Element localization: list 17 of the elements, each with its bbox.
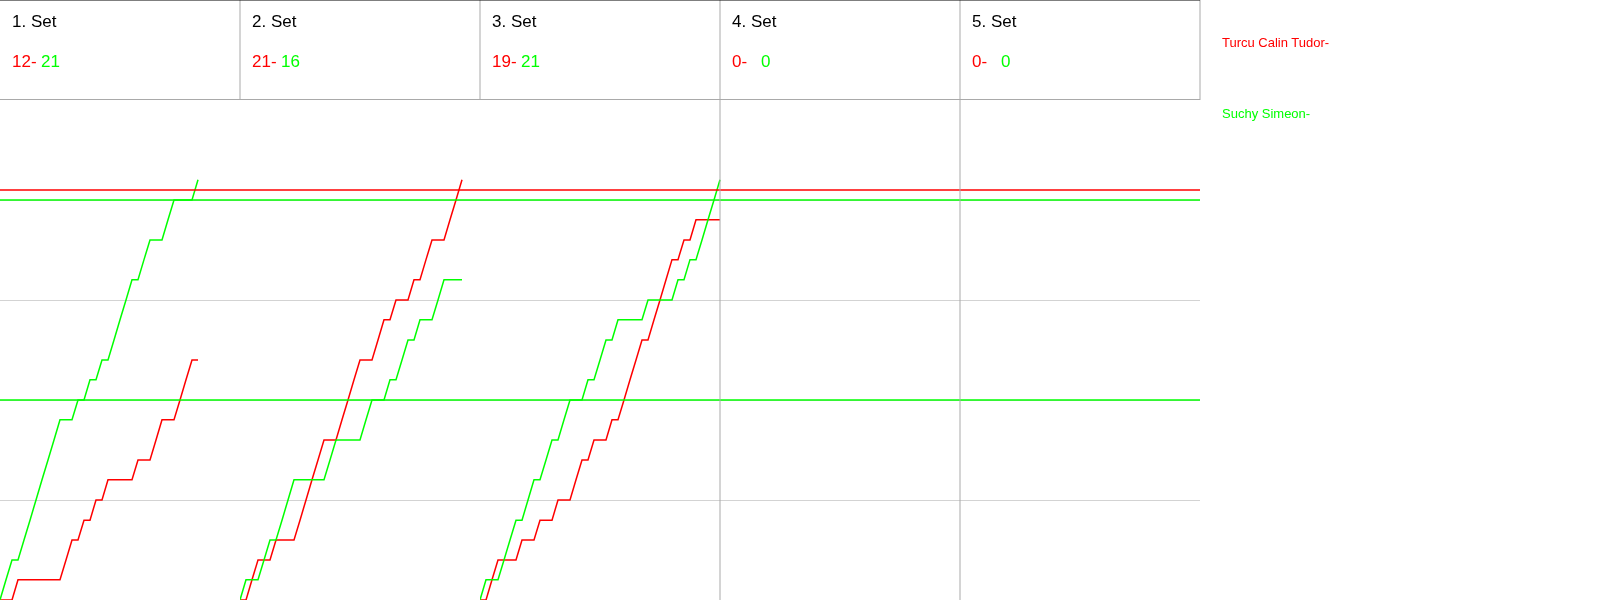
- chart-title: 1. Set: [12, 12, 57, 31]
- text: 19-: [492, 52, 517, 71]
- text: 21: [41, 52, 60, 71]
- chart-title: 3. Set: [492, 12, 537, 31]
- text: 5. Set: [972, 12, 1017, 31]
- chart-title: 2. Set: [252, 12, 297, 31]
- text: 0-: [972, 52, 988, 71]
- text: 0-: [732, 52, 748, 71]
- text: 16: [281, 52, 300, 71]
- text: 21-: [252, 52, 277, 71]
- text: Turcu Calin Tudor-: [1222, 35, 1330, 50]
- text: 12-: [12, 52, 37, 71]
- text: 0: [761, 52, 771, 71]
- text: Suchy Simeon-: [1222, 106, 1311, 121]
- text: 0: [1001, 52, 1011, 71]
- text: 21: [521, 52, 540, 71]
- text: 4. Set: [732, 12, 777, 31]
